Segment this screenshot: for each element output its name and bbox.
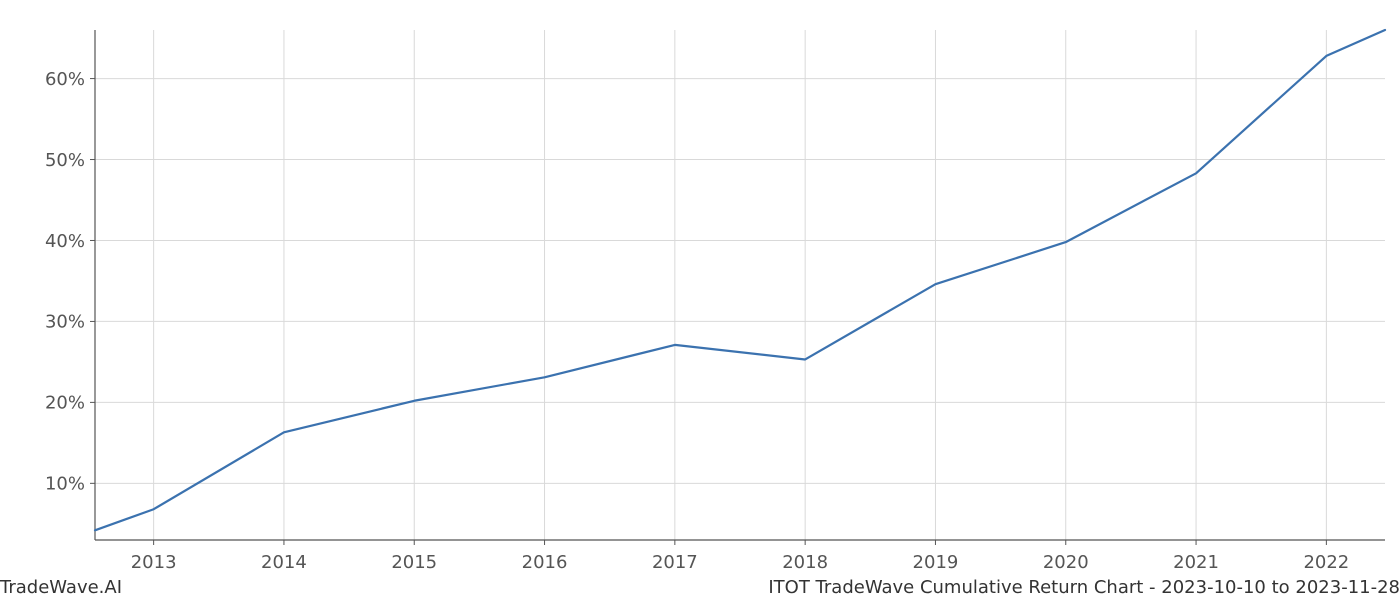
x-tick-label: 2020 — [1043, 552, 1089, 573]
footer-right-text: ITOT TradeWave Cumulative Return Chart -… — [768, 577, 1400, 598]
chart-container: 2013 2014 2015 2016 2017 2018 2019 2020 2021 2022… — [0, 0, 1400, 600]
x-tick-label: 2019 — [913, 552, 959, 573]
y-tick-label: 50% — [45, 150, 85, 171]
x-tick-label: 2021 — [1173, 552, 1219, 573]
chart-background — [0, 0, 1400, 600]
line-chart: 2013 2014 2015 2016 2017 2018 2019 2020 2021 2022… — [0, 0, 1400, 600]
x-tick-label: 2022 — [1303, 552, 1349, 573]
y-tick-label: 10% — [45, 474, 85, 495]
y-tick-label: 60% — [45, 69, 85, 90]
y-tick-label: 20% — [45, 393, 85, 414]
x-tick-label: 2014 — [261, 552, 307, 573]
x-tick-label: 2015 — [391, 552, 437, 573]
footer-left-text: TradeWave.AI — [0, 577, 122, 598]
y-tick-label: 30% — [45, 312, 85, 333]
x-tick-label: 2018 — [782, 552, 828, 573]
x-tick-label: 2013 — [131, 552, 177, 573]
x-tick-label: 2017 — [652, 552, 698, 573]
y-tick-label: 40% — [45, 231, 85, 252]
x-tick-label: 2016 — [522, 552, 568, 573]
